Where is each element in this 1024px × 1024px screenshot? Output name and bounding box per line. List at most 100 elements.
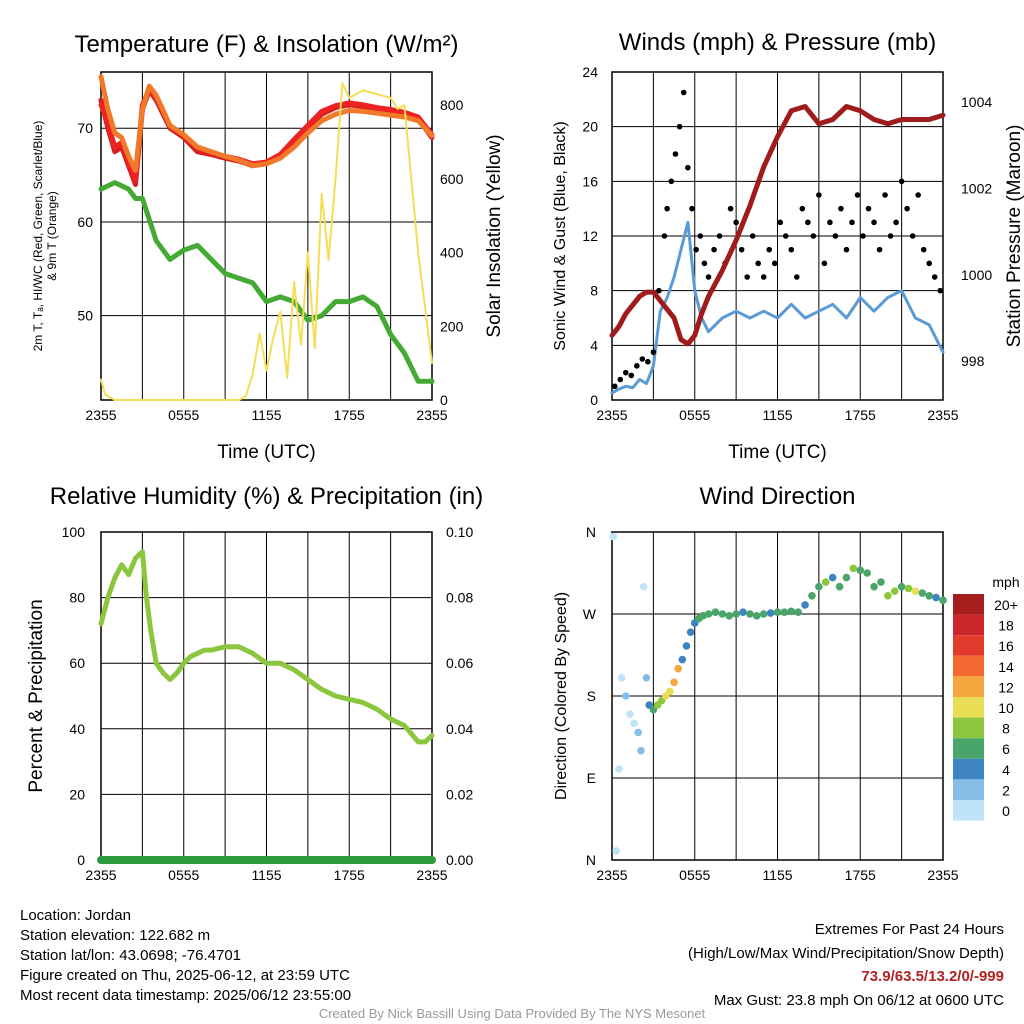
gust-point — [676, 123, 683, 130]
y-tick-label: 0 — [77, 852, 85, 868]
y2-tick-label: 0.06 — [446, 655, 473, 671]
y-tick-label: W — [583, 606, 597, 622]
direction-point — [849, 564, 858, 573]
direction-point — [815, 582, 823, 591]
y-tick-label: 100 — [62, 524, 86, 540]
gust-point — [854, 192, 861, 198]
direction-point — [773, 608, 782, 616]
series-td — [98, 180, 435, 384]
direction-point — [897, 582, 906, 591]
recent-text: Most recent data timestamp: 2025/06/12 2… — [20, 987, 352, 1004]
gust-point — [733, 219, 739, 226]
direction-point — [821, 578, 830, 586]
direction-point — [863, 569, 871, 577]
colorbar-swatch — [953, 697, 984, 718]
gust-point — [882, 192, 888, 198]
y-tick-label: 80 — [69, 590, 85, 606]
x-tick-label: 0555 — [168, 867, 199, 883]
direction-point — [634, 728, 643, 737]
y2-tick-label: 998 — [961, 353, 985, 369]
gust-point — [926, 260, 933, 267]
gust-point — [794, 274, 800, 280]
gust-point — [622, 369, 629, 376]
gust-point — [639, 356, 646, 362]
gust-point — [645, 358, 651, 365]
gust-point — [788, 246, 795, 253]
direction-point — [808, 591, 816, 600]
credit-text: Created By Nick Bassill Using Data Provi… — [318, 1006, 706, 1021]
chart-title: Relative Humidity (%) & Precipitation (i… — [50, 483, 483, 510]
y2-tick-label: 0.02 — [446, 786, 473, 802]
gust-point — [821, 260, 828, 267]
gust-point — [668, 178, 675, 185]
colorbar-title: mph — [992, 574, 1019, 590]
y-axis-label-text: Direction (Colored By Speed) — [553, 592, 570, 800]
y2-tick-label: 1002 — [961, 181, 992, 197]
y2-tick-label: 1000 — [961, 267, 992, 283]
direction-point — [939, 596, 947, 605]
y-axis-label: Sonic Wind & Gust (Blue, Black) — [552, 121, 569, 350]
y2-tick-label: 0.08 — [446, 590, 473, 606]
direction-point — [637, 746, 645, 755]
gust-point — [760, 274, 767, 280]
latlon-text: Station lat/lon: 43.0698; -76.4701 — [20, 947, 242, 964]
x-tick-label: 1155 — [251, 867, 281, 883]
colorbar-swatch — [953, 676, 984, 697]
gust-point — [701, 260, 708, 267]
colorbar-swatch — [953, 717, 984, 739]
chart-title: Winds (mph) & Pressure (mb) — [619, 29, 936, 56]
gust-point — [827, 219, 833, 226]
direction-point — [666, 687, 674, 696]
direction-point — [877, 578, 885, 586]
gust-point — [909, 233, 916, 239]
gust-point — [810, 233, 817, 239]
colorbar-label: 10 — [998, 700, 1014, 716]
colorbar-swatch — [953, 655, 984, 677]
location-text: Location: Jordan — [20, 907, 131, 924]
y-tick-label: 20 — [69, 786, 85, 802]
gust-point — [656, 287, 662, 294]
y-tick-label: 40 — [69, 721, 85, 737]
direction-point — [787, 607, 796, 616]
gust-point — [661, 233, 668, 239]
colorbar-swatch — [953, 594, 984, 615]
gust-point — [744, 274, 750, 280]
gust-point — [650, 349, 657, 355]
series-relative-humidity — [98, 549, 435, 745]
colorbar-label: 2 — [1002, 782, 1010, 798]
chart-title: Wind Direction — [699, 483, 855, 510]
direction-point — [626, 710, 634, 719]
y-tick-label: N — [586, 524, 596, 540]
colorbar-label: 8 — [1002, 721, 1010, 737]
y2-axis-label: Station Pressure (Maroon) — [1004, 125, 1024, 348]
y-tick-label: 50 — [77, 308, 93, 324]
gust-point — [860, 233, 866, 239]
gust-point — [876, 246, 883, 253]
gust-point — [705, 274, 712, 280]
x-tick-label: 0555 — [679, 407, 710, 423]
gust-point — [920, 246, 927, 253]
gust-point — [915, 192, 921, 198]
y-tick-label: 12 — [582, 228, 598, 244]
direction-point — [918, 589, 927, 597]
direction-point — [870, 582, 878, 591]
colorbar-label: 16 — [998, 638, 1014, 654]
y2-tick-label: 600 — [440, 171, 464, 187]
y-axis-label: Direction (Colored By Speed) — [553, 592, 570, 800]
y-tick-label: 0 — [590, 392, 598, 408]
colorbar-swatch — [953, 635, 984, 656]
direction-point — [621, 692, 630, 700]
series-station-pressure — [609, 104, 946, 347]
y2-tick-label: 0.00 — [446, 852, 473, 868]
gust-point — [664, 205, 670, 212]
direction-point — [718, 610, 727, 618]
y2-tick-label: 800 — [440, 97, 464, 113]
colorbar-label: 6 — [1002, 741, 1010, 757]
colorbar-swatch — [953, 738, 984, 759]
y-tick-label: 60 — [77, 214, 93, 230]
colorbar-swatch — [953, 800, 984, 821]
y-tick-label: N — [586, 852, 596, 868]
station-info: Location: Jordan Station elevation: 122.… — [20, 906, 351, 1006]
gust-point — [711, 246, 717, 253]
y-tick-label: S — [587, 688, 596, 704]
